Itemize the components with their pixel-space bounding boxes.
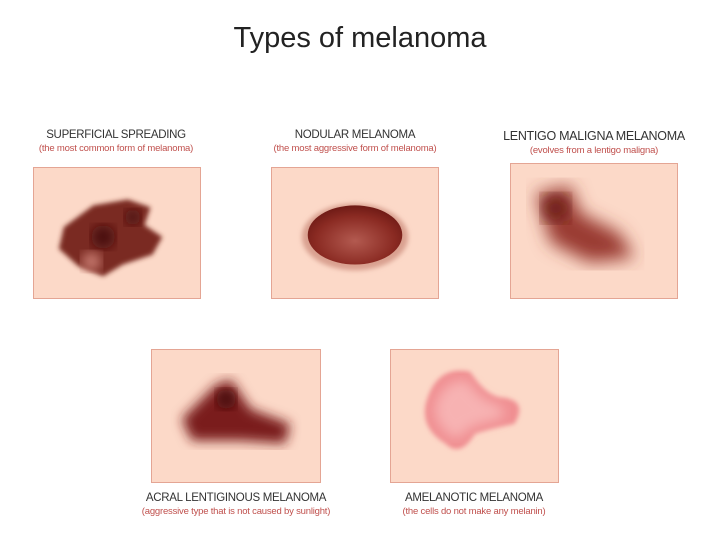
lesion-nodular [301,203,409,271]
type-description: (the most aggressive form of melanoma) [273,143,437,154]
type-description: (the cells do not make any melanin) [402,506,546,517]
image-acral-lentiginous [151,349,321,483]
type-description: (aggressive type that is not caused by s… [141,506,331,517]
type-name: SUPERFICIAL SPREADING [46,129,186,141]
type-name: NODULAR MELANOMA [294,129,416,141]
label-lentigo-maligna: LENTIGO MALIGNA MELANOMA (evolves from a… [474,129,714,156]
image-amelanotic [390,349,559,483]
type-name: AMELANOTIC MELANOMA [404,492,544,504]
label-amelanotic: AMELANOTIC MELANOMA (the cells do not ma… [354,492,594,517]
lesion-acral-lentiginous [181,379,291,444]
type-description: (evolves from a lentigo maligna) [529,145,659,156]
image-nodular [271,167,439,299]
lesion-lentigo-maligna [535,185,635,263]
image-lentigo-maligna [510,163,678,299]
label-acral-lentiginous: ACRAL LENTIGINOUS MELANOMA (aggressive t… [116,492,356,517]
type-description: (the most common form of melanoma) [38,143,194,154]
type-name: ACRAL LENTIGINOUS MELANOMA [145,492,327,504]
lesion-amelanotic [424,370,520,450]
label-superficial-spreading: SUPERFICIAL SPREADING (the most common f… [0,129,236,154]
image-superficial-spreading [33,167,201,299]
lesion-superficial-spreading [58,199,163,277]
page-title: Types of melanoma [233,22,487,54]
label-nodular: NODULAR MELANOMA (the most aggressive fo… [235,129,475,154]
type-name: LENTIGO MALIGNA MELANOMA [503,129,685,143]
